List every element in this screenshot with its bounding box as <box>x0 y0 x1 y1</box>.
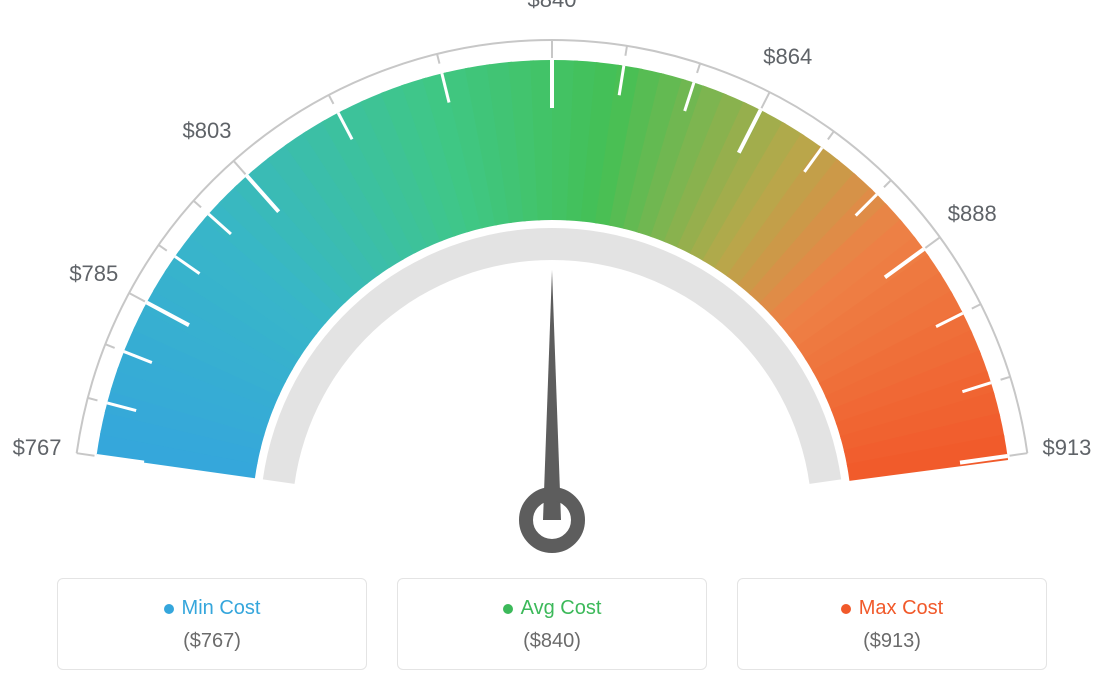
legend-label-max: Max Cost <box>859 597 943 620</box>
gauge-area: $767 $785 $803 $840 $864 $888 $913 <box>0 0 1104 560</box>
legend-row: Min Cost ($767) Avg Cost ($840) Max Cost ($91… <box>50 578 1054 670</box>
gauge-tick-label: $767 <box>13 435 62 461</box>
legend-card-min: Min Cost ($767) <box>57 578 367 670</box>
cost-gauge-container: $767 $785 $803 $840 $864 $888 $913 Min Cost ($7… <box>0 0 1104 690</box>
gauge-tick-label: $864 <box>763 44 812 70</box>
gauge-tick-label: $803 <box>183 118 232 144</box>
gauge-svg <box>0 0 1104 560</box>
legend-title-max: Max Cost <box>841 597 943 620</box>
legend-value-avg: ($840) <box>408 630 696 653</box>
gauge-tick-label: $888 <box>948 201 997 227</box>
gauge-tick-label: $785 <box>69 261 118 287</box>
legend-label-min: Min Cost <box>182 597 261 620</box>
legend-title-min: Min Cost <box>164 597 261 620</box>
legend-card-avg: Avg Cost ($840) <box>397 578 707 670</box>
gauge-tick-label: $913 <box>1042 435 1091 461</box>
legend-value-max: ($913) <box>748 630 1036 653</box>
legend-value-min: ($767) <box>68 630 356 653</box>
legend-dot-avg <box>503 604 513 614</box>
legend-dot-max <box>841 604 851 614</box>
legend-dot-min <box>164 604 174 614</box>
gauge-tick-label: $840 <box>528 0 577 13</box>
legend-label-avg: Avg Cost <box>521 597 602 620</box>
legend-title-avg: Avg Cost <box>503 597 602 620</box>
legend-card-max: Max Cost ($913) <box>737 578 1047 670</box>
